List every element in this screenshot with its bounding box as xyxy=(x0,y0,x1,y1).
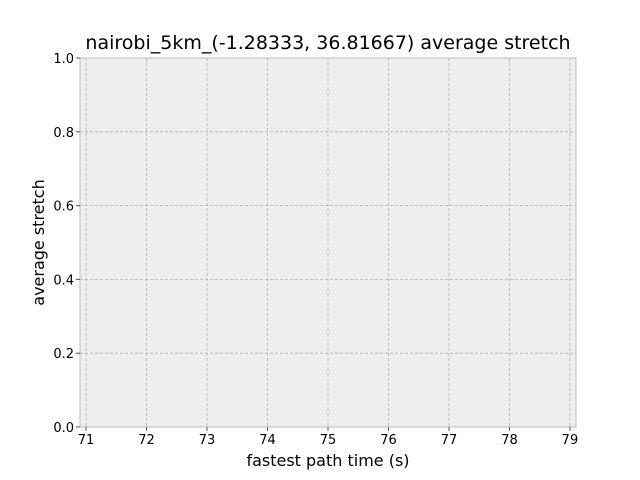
y-axis-label: average stretch xyxy=(29,179,48,305)
x-tick-label: 78 xyxy=(501,433,518,448)
x-tick-label: 76 xyxy=(380,433,397,448)
x-axis-label: fastest path time (s) xyxy=(246,451,409,470)
x-tick-label: 73 xyxy=(199,433,216,448)
x-axis-ticks: 71 72 73 74 75 76 77 78 79 xyxy=(78,427,578,448)
x-tick-label: 71 xyxy=(78,433,95,448)
y-tick-label: 0.4 xyxy=(53,273,74,288)
x-tick-label: 74 xyxy=(259,433,276,448)
x-tick-label: 72 xyxy=(138,433,155,448)
x-tick-label: 75 xyxy=(320,433,337,448)
x-tick-label: 77 xyxy=(441,433,458,448)
y-tick-label: 0.8 xyxy=(53,126,74,141)
y-tick-label: 0.0 xyxy=(53,421,74,436)
y-axis-ticks: 0.0 0.2 0.4 0.6 0.8 1.0 xyxy=(53,52,80,436)
x-tick-label: 79 xyxy=(562,433,579,448)
y-tick-label: 0.6 xyxy=(53,200,74,215)
y-tick-label: 1.0 xyxy=(53,52,74,67)
y-tick-label: 0.2 xyxy=(53,347,74,362)
chart-title: nairobi_5km_(-1.28333, 36.81667) average… xyxy=(85,32,570,54)
